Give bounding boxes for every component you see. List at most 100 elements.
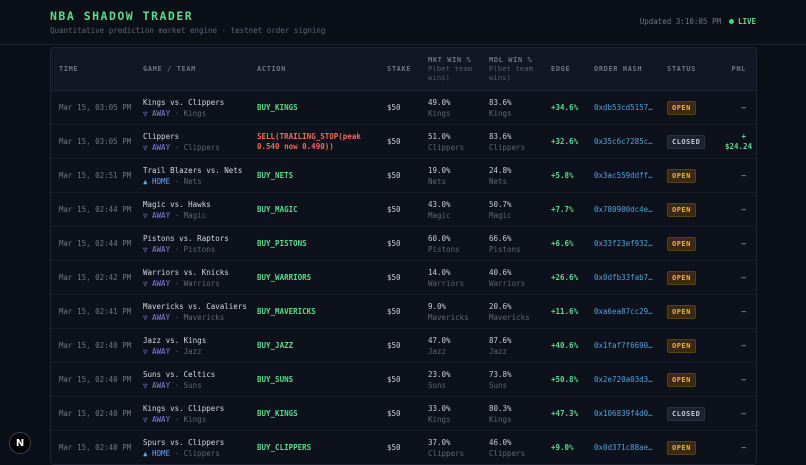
mkt-win-team: Pistons	[428, 244, 460, 254]
action-label: SELL(TRAILING_STOP(peak 0.540 now 0.490)…	[257, 131, 361, 151]
game-side: ▽ AWAY · Jazz	[143, 346, 202, 356]
trade-mdl-win: 46.0% Clippers	[481, 430, 543, 464]
trade-status: OPEN	[659, 226, 717, 261]
trade-game: Pistons vs. Raptors ▽ AWAY · Pistons	[135, 226, 249, 261]
order-hash-link[interactable]: 0x2e720a03d3…	[586, 362, 659, 397]
trade-time: Mar 15, 02:41 PM	[51, 294, 135, 329]
side-label: ▽ AWAY	[143, 210, 171, 220]
order-hash-link[interactable]: 0x1faf7f6690…	[586, 328, 659, 363]
order-hash-link[interactable]: 0x33f23ef932…	[586, 226, 659, 261]
trade-game: Kings vs. Clippers ▽ AWAY · Kings	[135, 396, 249, 431]
table-row[interactable]: Mar 15, 02:44 PM Magic vs. Hawks ▽ AWAY · …	[51, 192, 756, 227]
trade-status: OPEN	[659, 192, 717, 227]
order-hash-link[interactable]: 0x3ac559ddff…	[586, 158, 659, 193]
game-side: ▽ AWAY · Suns	[143, 380, 202, 390]
team-label: Jazz	[183, 346, 202, 356]
order-hash-link[interactable]: 0xa6ea87cc29…	[586, 294, 659, 329]
mkt-win-team: Nets	[428, 176, 447, 186]
trade-game: Warriors vs. Knicks ▽ AWAY · Warriors	[135, 260, 249, 295]
table-row[interactable]: Mar 15, 02:51 PM Trail Blazers vs. Nets ▲ …	[51, 158, 756, 193]
mdl-win-value: 40.6%	[489, 267, 512, 277]
trade-time: Mar 15, 02:44 PM	[51, 192, 135, 227]
trade-mdl-win: 73.8% Suns	[481, 362, 543, 397]
col-mkt-win: MKT WIN % P(bet team wins)	[420, 48, 481, 91]
game-name: Pistons vs. Raptors	[143, 233, 229, 243]
action-label: BUY_KINGS	[257, 103, 298, 112]
trade-mdl-win: 40.6% Warriors	[481, 260, 543, 295]
status-badge: CLOSED	[667, 406, 706, 421]
table-row[interactable]: Mar 15, 02:40 PM Spurs vs. Clippers ▲ HOME…	[51, 430, 756, 464]
mdl-win-value: 87.6%	[489, 335, 512, 345]
trade-edge: +11.6%	[543, 294, 586, 329]
trade-game: Magic vs. Hawks ▽ AWAY · Magic	[135, 192, 249, 227]
game-name: Jazz vs. Kings	[143, 335, 207, 345]
game-side: ▲ HOME · Nets	[143, 176, 202, 186]
mkt-win-value: 19.0%	[428, 165, 451, 175]
trade-status: OPEN	[659, 294, 717, 329]
game-name: Trail Blazers vs. Nets	[143, 165, 243, 175]
trade-game: Clippers ▽ AWAY · Clippers	[135, 124, 249, 159]
order-hash-link[interactable]: 0x106839f4d0…	[586, 396, 659, 431]
trade-mkt-win: 43.0% Magic	[420, 192, 481, 227]
app-header: NBA SHADOW TRADER Quantitative predictio…	[0, 0, 806, 45]
trade-mkt-win: 14.0% Warriors	[420, 260, 481, 295]
table-row[interactable]: Mar 15, 02:41 PM Mavericks vs. Cavaliers ▽…	[51, 294, 756, 329]
trade-action: BUY_NETS	[249, 158, 379, 193]
mkt-win-team: Clippers	[428, 142, 465, 152]
table-row[interactable]: Mar 15, 02:42 PM Warriors vs. Knicks ▽ AWA…	[51, 260, 756, 295]
trade-pnl: —	[717, 158, 756, 193]
game-name: Warriors vs. Knicks	[143, 267, 229, 277]
mkt-win-value: 60.0%	[428, 233, 451, 243]
trade-pnl: + $24.24	[717, 124, 756, 159]
trade-mkt-win: 49.0% Kings	[420, 90, 481, 125]
side-label: ▽ AWAY	[143, 346, 171, 356]
table-row[interactable]: Mar 15, 02:40 PM Jazz vs. Kings ▽ AWAY · J…	[51, 328, 756, 363]
trade-game: Suns vs. Celtics ▽ AWAY · Suns	[135, 362, 249, 397]
order-hash-link[interactable]: 0xdb53cd5157…	[586, 90, 659, 125]
table-row[interactable]: Mar 15, 03:05 PM Kings vs. Clippers ▽ AWAY…	[51, 90, 756, 125]
trade-pnl: —	[717, 328, 756, 363]
mdl-win-team: Nets	[489, 176, 508, 186]
trade-mdl-win: 50.7% Magic	[481, 192, 543, 227]
order-hash-link[interactable]: 0x0d371c88ae…	[586, 430, 659, 464]
table-row[interactable]: Mar 15, 02:40 PM Kings vs. Clippers ▽ AWAY…	[51, 396, 756, 431]
trade-time: Mar 15, 02:42 PM	[51, 260, 135, 295]
table-row[interactable]: Mar 15, 03:05 PM Clippers ▽ AWAY · Clipper…	[51, 124, 756, 159]
table-row[interactable]: Mar 15, 02:44 PM Pistons vs. Raptors ▽ AWA…	[51, 226, 756, 261]
team-label: Magic	[183, 210, 207, 220]
game-side: ▽ AWAY · Kings	[143, 414, 207, 424]
mdl-win-team: Clippers	[489, 448, 526, 458]
table-row[interactable]: Mar 15, 02:40 PM Suns vs. Celtics ▽ AWAY ·…	[51, 362, 756, 397]
trade-pnl: —	[717, 430, 756, 464]
trade-action: BUY_CLIPPERS	[249, 430, 379, 464]
mdl-win-value: 73.8%	[489, 369, 512, 379]
mkt-win-team: Magic	[428, 210, 451, 220]
trade-game: Trail Blazers vs. Nets ▲ HOME · Nets	[135, 158, 249, 193]
status-badge: OPEN	[667, 270, 696, 285]
side-label: ▽ AWAY	[143, 312, 171, 322]
trade-status: CLOSED	[659, 396, 717, 431]
trade-time: Mar 15, 02:40 PM	[51, 362, 135, 397]
mkt-win-value: 43.0%	[428, 199, 451, 209]
order-hash-link[interactable]: 0x780900dc4e…	[586, 192, 659, 227]
team-label: Mavericks	[183, 312, 225, 322]
trade-game: Spurs vs. Clippers ▲ HOME · Clippers	[135, 430, 249, 464]
mdl-win-team: Suns	[489, 380, 508, 390]
trade-mdl-win: 83.6% Clippers	[481, 124, 543, 159]
mdl-win-value: 20.6%	[489, 301, 512, 311]
trade-game: Mavericks vs. Cavaliers ▽ AWAY · Maverick…	[135, 294, 249, 329]
trade-stake: $50	[379, 396, 420, 431]
mdl-win-value: 83.6%	[489, 97, 512, 107]
order-hash-link[interactable]: 0x0dfb33fab7…	[586, 260, 659, 295]
col-time: TIME	[51, 48, 135, 91]
mdl-win-team: Magic	[489, 210, 512, 220]
game-name: Mavericks vs. Cavaliers	[143, 301, 247, 311]
trade-status: OPEN	[659, 362, 717, 397]
mkt-win-value: 33.0%	[428, 403, 451, 413]
action-label: BUY_CLIPPERS	[257, 443, 312, 452]
trade-mkt-win: 60.0% Pistons	[420, 226, 481, 261]
mkt-win-value: 47.0%	[428, 335, 451, 345]
mkt-win-value: 14.0%	[428, 267, 451, 277]
order-hash-link[interactable]: 0x35c6c7285c…	[586, 124, 659, 159]
app-logo-button[interactable]: N	[9, 432, 31, 454]
